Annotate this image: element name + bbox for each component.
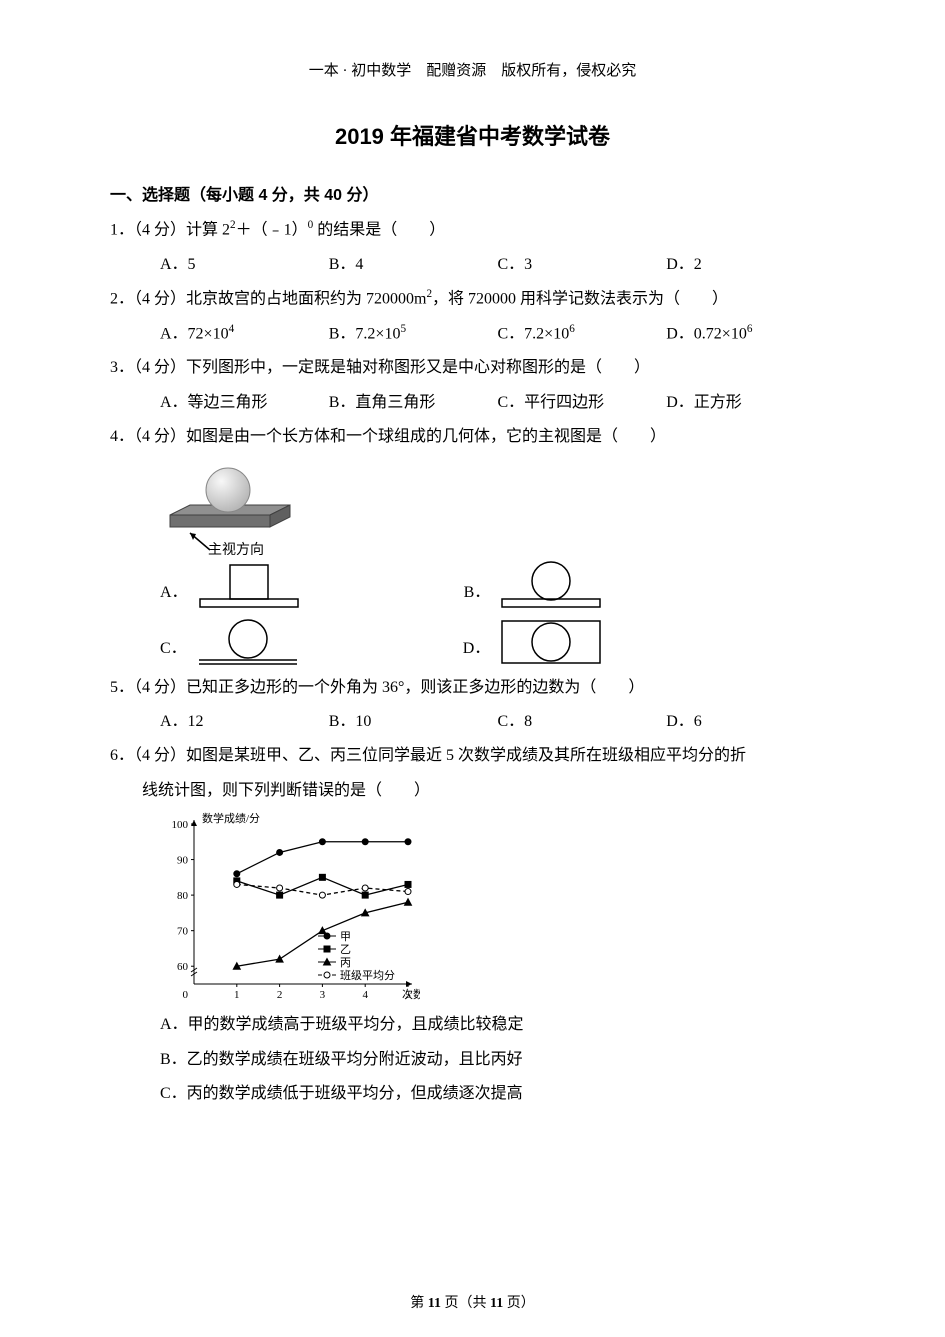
q4-main-figure: 主视方向 (110, 455, 835, 555)
svg-text:60: 60 (177, 961, 189, 973)
q2-stem-part1: 2．（4 分）北京故宫的占地面积约为 720000m (110, 290, 426, 307)
q1-opt-a: A．5 (160, 248, 329, 282)
svg-text:次数: 次数 (402, 987, 420, 1001)
svg-text:班级平均分: 班级平均分 (340, 969, 395, 982)
exam-title: 2019 年福建省中考数学试卷 (110, 113, 835, 160)
page-header: 一本 · 初中数学 配赠资源 版权所有，侵权必究 (110, 55, 835, 87)
q2-opt-d: D．0.72×106 (666, 317, 835, 352)
q1-opt-d: D．2 (666, 248, 835, 282)
svg-text:4: 4 (362, 989, 368, 1001)
page-footer: 第 11 页（共 11 页） (0, 1289, 945, 1319)
question-2: 2．（4 分）北京故宫的占地面积约为 720000m2，将 720000 用科学… (110, 282, 835, 317)
q4-opt-d-icon (496, 615, 606, 667)
q1-stem-part1: 1．（4 分）计算 2 (110, 221, 230, 238)
q5-opt-d: D．6 (666, 705, 835, 739)
q2-d-pre: D．0.72×10 (666, 325, 747, 342)
section-1-heading: 一、选择题（每小题 4 分，共 40 分） (110, 179, 835, 213)
footer-cur: 11 (428, 1296, 441, 1311)
q6-opt-a: A．甲的数学成绩高于班级平均分，且成绩比较稳定 (110, 1008, 835, 1042)
svg-text:数学成绩/分: 数学成绩/分 (202, 811, 260, 825)
svg-text:丙: 丙 (340, 957, 351, 969)
q2-c-sup: 6 (569, 323, 575, 335)
q4-opt-b-icon (496, 559, 606, 611)
q2-a-pre: A．72×10 (160, 325, 229, 342)
svg-text:3: 3 (320, 989, 326, 1001)
q4-solid-icon: 主视方向 (160, 455, 300, 555)
q1-opt-b: B．4 (329, 248, 498, 282)
footer-pre: 第 (410, 1296, 428, 1311)
svg-text:70: 70 (177, 926, 189, 938)
q4-opt-c-icon (193, 615, 303, 667)
q4-opt-a-label: A． (160, 576, 188, 610)
svg-text:甲: 甲 (340, 931, 351, 943)
question-4: 4．（4 分）如图是由一个长方体和一个球组成的几何体，它的主视图是（ ） (110, 420, 835, 454)
q4-view-label: 主视方向 (208, 542, 264, 555)
q2-c-pre: C．7.2×10 (498, 325, 570, 342)
q5-opt-b: B．10 (329, 705, 498, 739)
q4-row1: A． B． (110, 559, 835, 611)
q2-opt-c: C．7.2×106 (498, 317, 667, 352)
svg-text:90: 90 (177, 855, 189, 867)
q2-stem-part2: ，将 720000 用科学记数法表示为（ ） (432, 290, 728, 307)
q4-opt-a-icon (194, 559, 304, 611)
svg-text:1: 1 (234, 989, 240, 1001)
q3-opt-d: D．正方形 (666, 386, 835, 420)
q2-options: A．72×104 B．7.2×105 C．7.2×106 D．0.72×106 (110, 317, 835, 352)
q5-opt-a: A．12 (160, 705, 329, 739)
q2-d-sup: 6 (747, 323, 753, 335)
svg-text:100: 100 (172, 819, 189, 831)
footer-post: 页） (503, 1296, 535, 1311)
question-1: 1．（4 分）计算 22＋（﹣1）0 的结果是（ ） (110, 213, 835, 248)
q2-opt-a: A．72×104 (160, 317, 329, 352)
svg-text:80: 80 (177, 890, 189, 902)
q3-opt-c: C．平行四边形 (498, 386, 667, 420)
svg-text:2: 2 (277, 989, 283, 1001)
footer-mid: 页（共 (441, 1296, 490, 1311)
q2-b-sup: 5 (400, 323, 406, 335)
q5-opt-c: C．8 (498, 705, 667, 739)
q3-opt-b: B．直角三角形 (329, 386, 498, 420)
q4-opt-c-label: C． (160, 632, 187, 666)
question-6-line1: 6．（4 分）如图是某班甲、乙、丙三位同学最近 5 次数学成绩及其所在班级相应平… (110, 739, 835, 773)
q2-a-sup: 4 (229, 323, 235, 335)
q6-line-chart-icon: 60708090100012345数学成绩/分次数甲乙丙班级平均分 (160, 808, 420, 1008)
question-6-line2: 线统计图，则下列判断错误的是（ ） (110, 774, 835, 808)
q2-opt-b: B．7.2×105 (329, 317, 498, 352)
q3-options: A．等边三角形 B．直角三角形 C．平行四边形 D．正方形 (110, 386, 835, 420)
q2-b-pre: B．7.2×10 (329, 325, 401, 342)
svg-text:乙: 乙 (340, 943, 351, 956)
question-3: 3．（4 分）下列图形中，一定既是轴对称图形又是中心对称图形的是（ ） (110, 351, 835, 385)
q1-stem-part2: ＋（﹣1） (236, 221, 308, 238)
q6-opt-b: B．乙的数学成绩在班级平均分附近波动，且比丙好 (110, 1043, 835, 1077)
q4-opt-b-label: B． (464, 576, 491, 610)
q6-chart: 60708090100012345数学成绩/分次数甲乙丙班级平均分 (110, 808, 835, 1008)
footer-tot: 11 (490, 1296, 503, 1311)
q3-opt-a: A．等边三角形 (160, 386, 329, 420)
q6-opt-c: C．丙的数学成绩低于班级平均分，但成绩逐次提高 (110, 1077, 835, 1111)
q1-options: A．5 B．4 C．3 D．2 (110, 248, 835, 282)
q1-opt-c: C．3 (498, 248, 667, 282)
q4-row2: C． D． (110, 615, 835, 667)
q4-opt-d-label: D． (463, 632, 491, 666)
question-5: 5．（4 分）已知正多边形的一个外角为 36°，则该正多边形的边数为（ ） (110, 671, 835, 705)
q1-stem-part3: 的结果是（ ） (313, 221, 445, 238)
q5-options: A．12 B．10 C．8 D．6 (110, 705, 835, 739)
svg-text:0: 0 (183, 989, 189, 1001)
